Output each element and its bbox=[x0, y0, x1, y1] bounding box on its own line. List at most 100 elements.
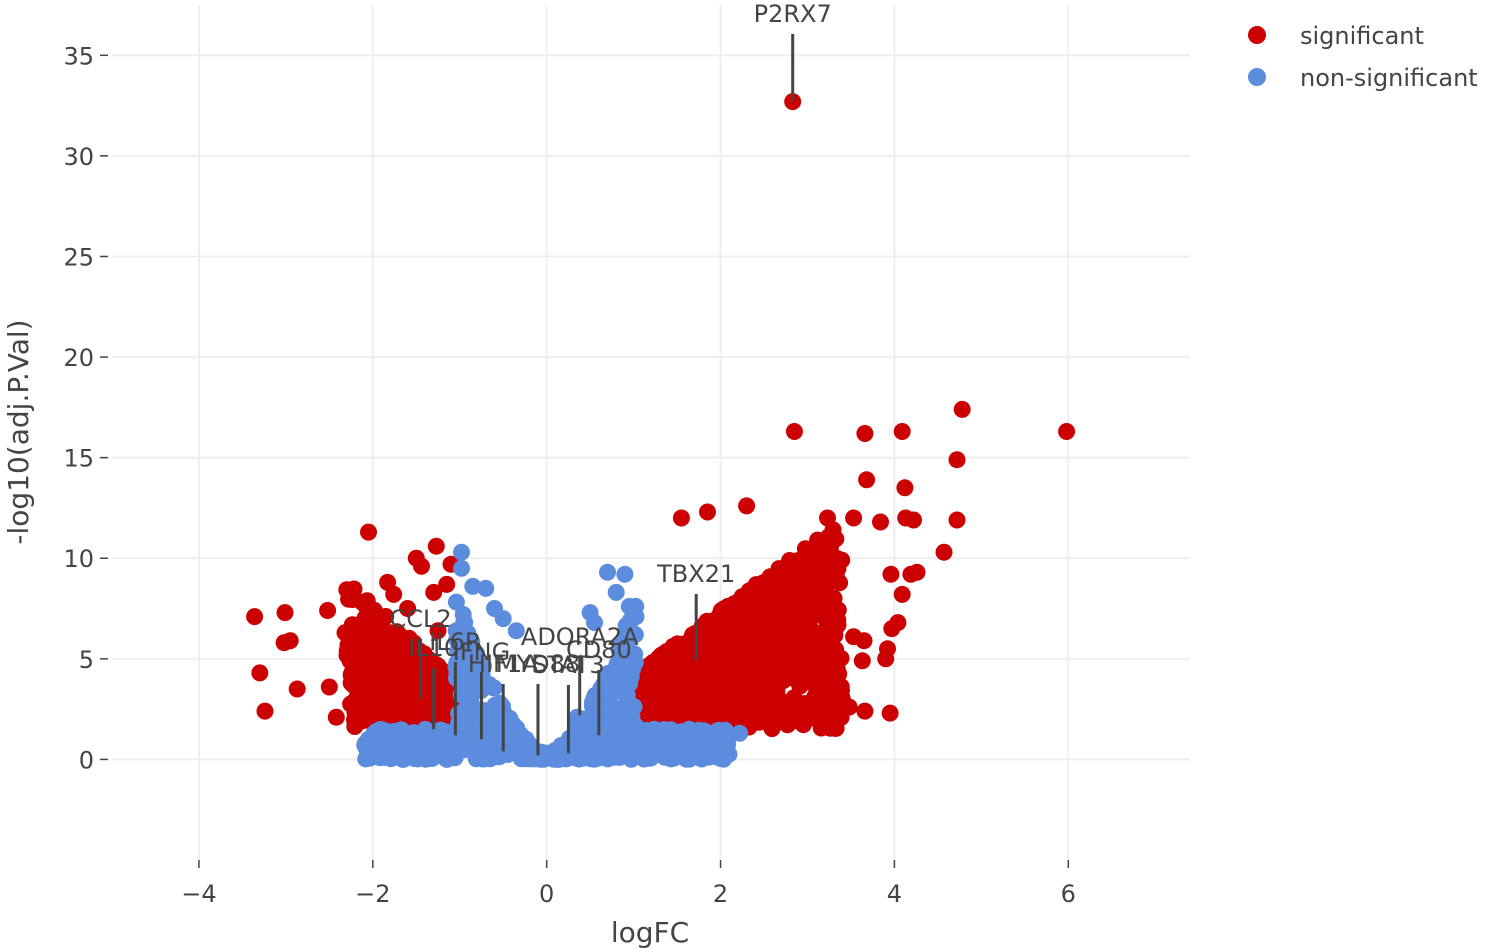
point-significant[interactable] bbox=[726, 650, 743, 668]
point-significant[interactable] bbox=[403, 638, 421, 656]
point-significant[interactable] bbox=[831, 679, 849, 697]
point-significant[interactable] bbox=[753, 689, 771, 707]
point-significant[interactable] bbox=[288, 680, 306, 698]
point-significant[interactable] bbox=[790, 655, 808, 673]
point-non-significant[interactable] bbox=[622, 668, 640, 686]
point-significant[interactable] bbox=[713, 604, 731, 622]
point-significant[interactable] bbox=[320, 678, 338, 696]
point-non-significant[interactable] bbox=[453, 559, 470, 577]
point-non-significant[interactable] bbox=[620, 616, 638, 634]
point-non-significant[interactable] bbox=[626, 654, 644, 671]
point-significant[interactable] bbox=[948, 511, 966, 529]
point-non-significant[interactable] bbox=[602, 673, 620, 691]
point-non-significant[interactable] bbox=[386, 728, 403, 746]
point-significant[interactable] bbox=[882, 565, 900, 583]
point-non-significant[interactable] bbox=[449, 642, 467, 660]
point-significant[interactable] bbox=[814, 709, 832, 727]
point-non-significant[interactable] bbox=[427, 741, 445, 759]
point-significant[interactable] bbox=[416, 707, 434, 724]
point-significant[interactable] bbox=[364, 698, 382, 716]
point-significant[interactable] bbox=[751, 713, 769, 731]
point-significant[interactable] bbox=[788, 576, 806, 594]
point-significant[interactable] bbox=[948, 451, 966, 469]
point-significant[interactable] bbox=[403, 678, 421, 696]
point-significant[interactable] bbox=[825, 589, 843, 607]
point-significant[interactable] bbox=[433, 700, 451, 718]
point-significant[interactable] bbox=[696, 666, 714, 684]
legend-marker-non-significant[interactable] bbox=[1248, 68, 1266, 86]
point-non-significant[interactable] bbox=[571, 723, 589, 741]
point-significant[interactable] bbox=[1058, 423, 1076, 440]
point-significant[interactable] bbox=[251, 664, 269, 682]
point-significant[interactable] bbox=[281, 632, 299, 650]
point-significant[interactable] bbox=[826, 694, 844, 712]
point-non-significant[interactable] bbox=[453, 543, 470, 561]
series-significant[interactable] bbox=[246, 93, 1076, 738]
point-non-significant[interactable] bbox=[731, 724, 749, 742]
point-significant[interactable] bbox=[902, 565, 920, 583]
point-significant[interactable] bbox=[840, 698, 858, 716]
point-significant[interactable] bbox=[905, 511, 922, 529]
point-significant[interactable] bbox=[720, 681, 738, 699]
point-significant[interactable] bbox=[877, 650, 895, 668]
point-non-significant[interactable] bbox=[618, 686, 636, 704]
point-non-significant[interactable] bbox=[678, 725, 696, 742]
point-non-significant[interactable] bbox=[570, 736, 587, 753]
point-significant[interactable] bbox=[845, 628, 863, 646]
point-significant[interactable] bbox=[336, 624, 354, 642]
point-non-significant[interactable] bbox=[471, 702, 488, 720]
point-significant[interactable] bbox=[856, 702, 874, 720]
point-non-significant[interactable] bbox=[464, 577, 482, 595]
point-non-significant[interactable] bbox=[581, 604, 599, 622]
point-non-significant[interactable] bbox=[373, 721, 391, 739]
point-non-significant[interactable] bbox=[477, 579, 495, 597]
point-significant[interactable] bbox=[935, 543, 953, 561]
point-significant[interactable] bbox=[697, 646, 714, 664]
point-non-significant[interactable] bbox=[625, 728, 643, 746]
point-significant[interactable] bbox=[896, 479, 914, 497]
point-significant[interactable] bbox=[327, 708, 345, 726]
point-significant[interactable] bbox=[764, 629, 782, 647]
point-significant[interactable] bbox=[730, 711, 748, 729]
point-significant[interactable] bbox=[427, 537, 445, 555]
point-significant[interactable] bbox=[809, 531, 827, 549]
point-significant[interactable] bbox=[881, 704, 899, 722]
point-non-significant[interactable] bbox=[459, 624, 477, 642]
point-significant[interactable] bbox=[820, 635, 838, 653]
point-significant[interactable] bbox=[772, 673, 790, 691]
point-non-significant[interactable] bbox=[412, 726, 430, 744]
point-significant[interactable] bbox=[276, 604, 294, 622]
point-significant[interactable] bbox=[372, 657, 390, 675]
point-significant[interactable] bbox=[633, 681, 651, 699]
point-significant[interactable] bbox=[798, 625, 816, 643]
point-significant[interactable] bbox=[785, 423, 803, 440]
point-significant[interactable] bbox=[784, 93, 802, 111]
point-non-significant[interactable] bbox=[607, 583, 625, 601]
point-significant[interactable] bbox=[807, 637, 825, 655]
point-significant[interactable] bbox=[420, 690, 438, 708]
point-significant[interactable] bbox=[730, 612, 748, 629]
point-significant[interactable] bbox=[413, 557, 430, 575]
point-significant[interactable] bbox=[678, 654, 696, 672]
point-non-significant[interactable] bbox=[623, 746, 641, 764]
point-significant[interactable] bbox=[385, 585, 403, 603]
point-significant[interactable] bbox=[672, 509, 690, 527]
point-non-significant[interactable] bbox=[447, 593, 465, 611]
point-significant[interactable] bbox=[765, 571, 783, 588]
point-non-significant[interactable] bbox=[529, 747, 546, 765]
point-significant[interactable] bbox=[800, 612, 818, 630]
point-significant[interactable] bbox=[739, 691, 756, 709]
point-non-significant[interactable] bbox=[620, 701, 638, 719]
point-non-significant[interactable] bbox=[568, 708, 586, 726]
point-non-significant[interactable] bbox=[594, 718, 612, 736]
point-significant[interactable] bbox=[853, 652, 871, 670]
point-significant[interactable] bbox=[693, 617, 711, 635]
point-non-significant[interactable] bbox=[613, 715, 631, 733]
point-significant[interactable] bbox=[754, 602, 772, 620]
point-non-significant[interactable] bbox=[599, 563, 616, 581]
point-significant[interactable] bbox=[733, 673, 751, 691]
point-significant[interactable] bbox=[893, 585, 911, 603]
point-significant[interactable] bbox=[812, 594, 830, 612]
point-non-significant[interactable] bbox=[455, 714, 473, 732]
point-non-significant[interactable] bbox=[616, 565, 634, 583]
